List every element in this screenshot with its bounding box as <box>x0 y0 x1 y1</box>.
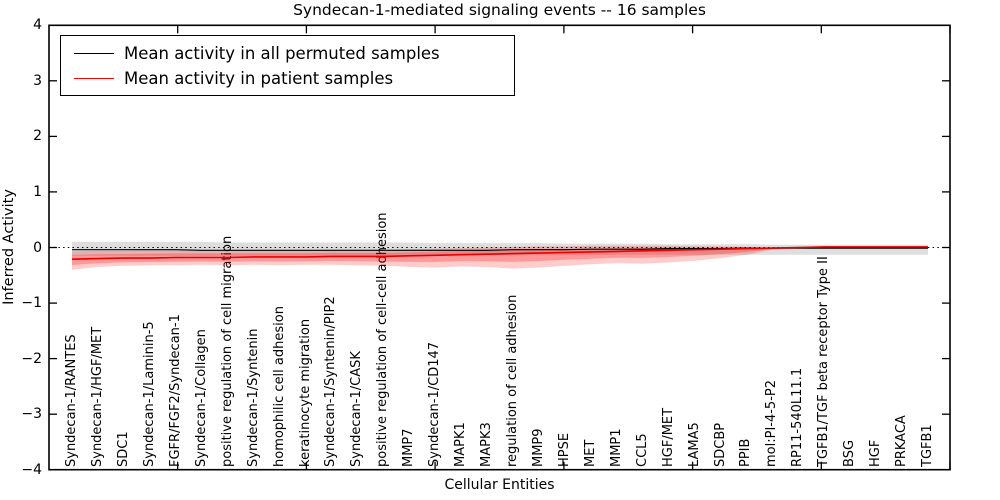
y-tick-label: 4 <box>33 17 42 34</box>
y-tick-label: 1 <box>33 183 42 200</box>
y-tick-label: −1 <box>21 295 42 312</box>
patient-band-inner <box>72 246 928 265</box>
legend-item-permuted: Mean activity in all permuted samples <box>74 44 514 63</box>
legend-label-permuted: Mean activity in all permuted samples <box>124 43 440 63</box>
y-tick-label: 0 <box>33 239 42 256</box>
patient-band-outer <box>72 245 928 270</box>
permuted-band <box>72 241 928 256</box>
patient-mean-line <box>71 246 928 260</box>
legend: Mean activity in all permuted samples Me… <box>60 35 515 96</box>
legend-item-patient: Mean activity in patient samples <box>74 69 514 88</box>
y-tick-label: −3 <box>21 406 42 423</box>
patient-line-sample-icon <box>74 77 114 79</box>
y-tick-label: 2 <box>33 128 42 145</box>
legend-label-patient: Mean activity in patient samples <box>124 68 394 88</box>
y-tick-label: 3 <box>33 72 42 89</box>
permuted-line-sample-icon <box>74 52 114 54</box>
x-axis-label: Cellular Entities <box>444 477 555 493</box>
y-tick-label: −2 <box>21 350 42 367</box>
chart-title: Syndecan-1-mediated signaling events -- … <box>293 1 706 19</box>
y-tick-label: −4 <box>21 461 42 478</box>
